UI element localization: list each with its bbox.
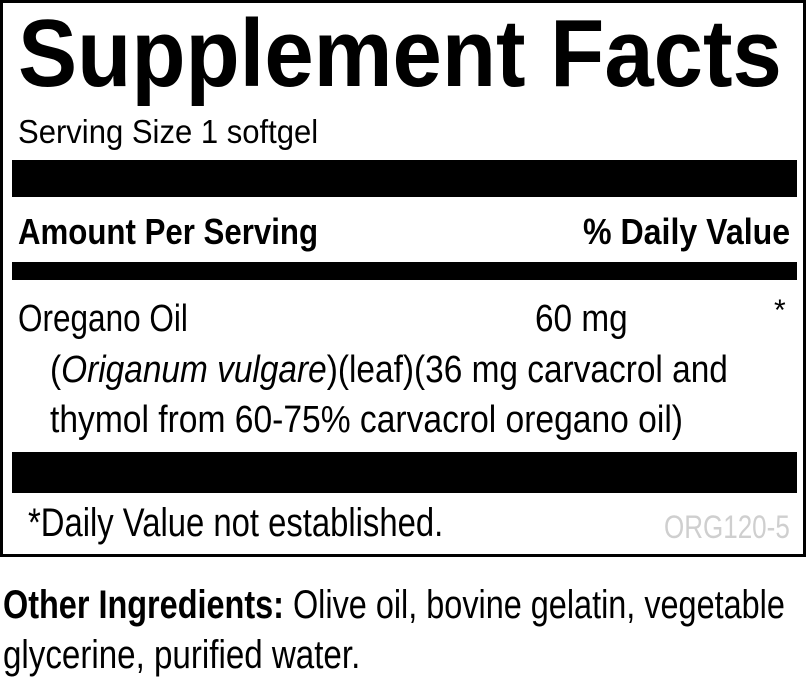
header-amount-per-serving: Amount Per Serving — [18, 211, 319, 252]
divider-thick-bottom — [12, 452, 797, 493]
ingredient-name: Oregano Oil — [18, 298, 188, 340]
header-daily-value: % Daily Value — [583, 211, 791, 252]
other-ingredients-heading: Other Ingredients: — [3, 583, 284, 627]
latin-name: Origanum vulgare — [61, 349, 327, 391]
product-code: ORG120-5 — [664, 509, 790, 545]
ingredient-description-line2: thymol from 60-75% carvacrol oregano oil… — [50, 399, 683, 441]
other-ingredients-text: Olive oil, bovine gelatin, vegetable — [283, 583, 785, 627]
serving-size: Serving Size 1 softgel — [18, 113, 319, 150]
paren: ( — [50, 349, 62, 391]
description-rest: )(leaf)(36 mg carvacrol and — [326, 349, 728, 391]
divider-medium — [12, 262, 797, 280]
divider-thick — [12, 160, 797, 197]
panel-title: Supplement Facts — [18, 0, 782, 107]
other-ingredients-line2: glycerine, purified water. — [3, 633, 361, 677]
ingredient-daily-value: * — [774, 294, 786, 327]
footnote: *Daily Value not established. — [28, 501, 444, 545]
ingredient-amount: 60 mg — [535, 298, 628, 340]
supplement-facts-panel — [0, 0, 806, 557]
other-ingredients-line1: Other Ingredients: Olive oil, bovine gel… — [3, 585, 785, 625]
ingredient-description-line1: (Origanum vulgare)(leaf)(36 mg carvacrol… — [50, 351, 728, 389]
